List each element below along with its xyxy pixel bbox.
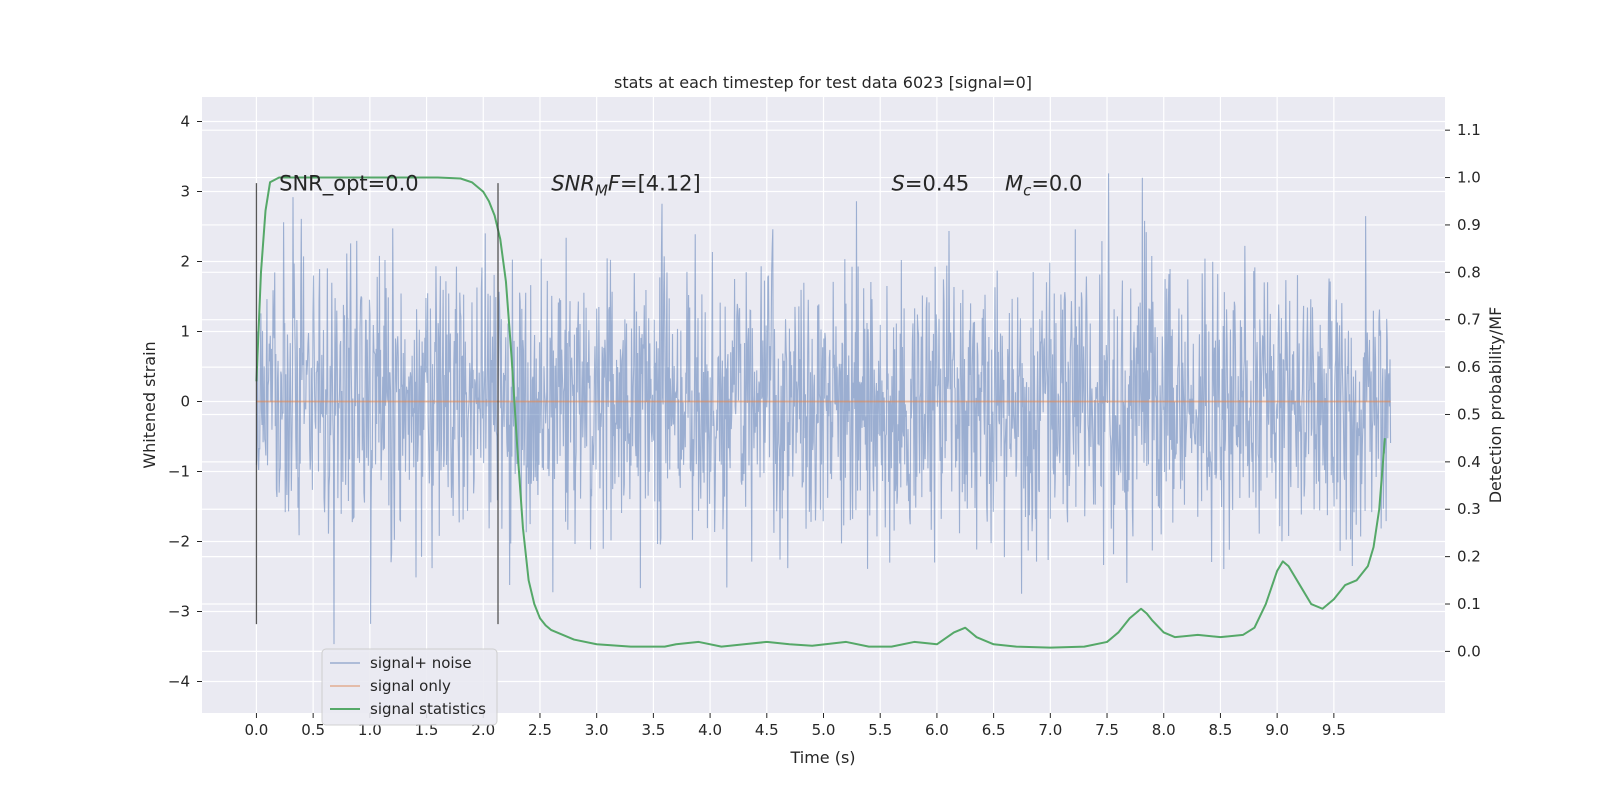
x-tick-label: 4.5 (755, 721, 779, 739)
series-line-signal-noise (255, 173, 1392, 645)
y-tick-label: 2 (180, 253, 190, 271)
y2-tick-label: 0.0 (1457, 642, 1481, 660)
x-tick-label: 3.0 (585, 721, 609, 739)
series-line-signal-statistics (255, 176, 1386, 649)
x-axis-title: Time (s) (789, 748, 855, 767)
y-tick-label: −2 (168, 533, 190, 551)
y2-tick-label: 0.6 (1457, 358, 1481, 376)
x-tick-label: 5.0 (812, 721, 836, 739)
legend-box (321, 648, 498, 726)
x-tick-label: 5.5 (868, 721, 892, 739)
x-tick-label: 7.0 (1038, 721, 1062, 739)
legend: signal+ noise signal only signal statist… (321, 648, 498, 726)
y2-tick-label: 0.3 (1457, 500, 1481, 518)
y2-tick-label: 0.4 (1457, 453, 1481, 471)
y2-tick-label: 1.0 (1457, 169, 1481, 187)
y-tick-label: −4 (168, 673, 190, 691)
y-tick-label: 3 (180, 183, 190, 201)
y2-tick-label: 0.9 (1457, 216, 1481, 234)
annotation-text: S=0.45 (892, 172, 970, 196)
x-tick-label: 9.5 (1322, 721, 1346, 739)
legend-label-noise: signal+ noise (370, 654, 472, 672)
x-tick-label: 3.5 (641, 721, 665, 739)
y2-tick-label: 0.5 (1457, 405, 1481, 423)
y2-tick-label: 0.7 (1457, 311, 1481, 329)
annotations: SNR_opt=0.0 SNRMF=[4.12] S=0.45 Mc=0.0 (279, 172, 1082, 200)
x-tick-label: 9.0 (1265, 721, 1289, 739)
y2-tick-label: 0.8 (1457, 263, 1481, 281)
vline-layer (255, 183, 499, 625)
legend-label-signal: signal only (370, 677, 451, 695)
y-tick-label: −1 (168, 463, 190, 481)
annotation-text: Mc=0.0 (1005, 172, 1082, 200)
x-tick-label: 8.0 (1152, 721, 1176, 739)
x-tick-label: 4.0 (698, 721, 722, 739)
y2-tick-label: 0.1 (1457, 595, 1481, 613)
ticks: 0.0 0.5 1.0 1.5 2.0 2.5 3.0 3.5 4.0 4.5 5.0 5.5 6.0 6… (168, 113, 1481, 740)
x-tick-label: 8.5 (1209, 721, 1233, 739)
series-layer (255, 173, 1392, 649)
y-tick-label: 1 (180, 323, 190, 341)
x-tick-label: 6.0 (925, 721, 949, 739)
x-tick-label: 2.5 (528, 721, 552, 739)
x-tick-label: 6.5 (982, 721, 1006, 739)
y-tick-label: 0 (180, 393, 190, 411)
y-axis-title: Whitened strain (140, 341, 159, 468)
y2-axis-title: Detection probability/MF (1486, 307, 1505, 504)
y2-tick-label: 1.1 (1457, 121, 1481, 139)
y2-tick-label: 0.2 (1457, 548, 1481, 566)
legend-label-stats: signal statistics (370, 700, 486, 718)
x-tick-label: 0.5 (301, 721, 325, 739)
x-tick-label: 7.5 (1095, 721, 1119, 739)
chart-title: stats at each timestep for test data 602… (614, 73, 1032, 92)
annotation-text: SNR_opt=0.0 (279, 172, 419, 197)
annotation-text: SNRMF=[4.12] (551, 172, 700, 200)
y-tick-label: −3 (168, 603, 190, 621)
x-tick-label: 0.0 (245, 721, 269, 739)
y-tick-label: 4 (180, 113, 190, 131)
